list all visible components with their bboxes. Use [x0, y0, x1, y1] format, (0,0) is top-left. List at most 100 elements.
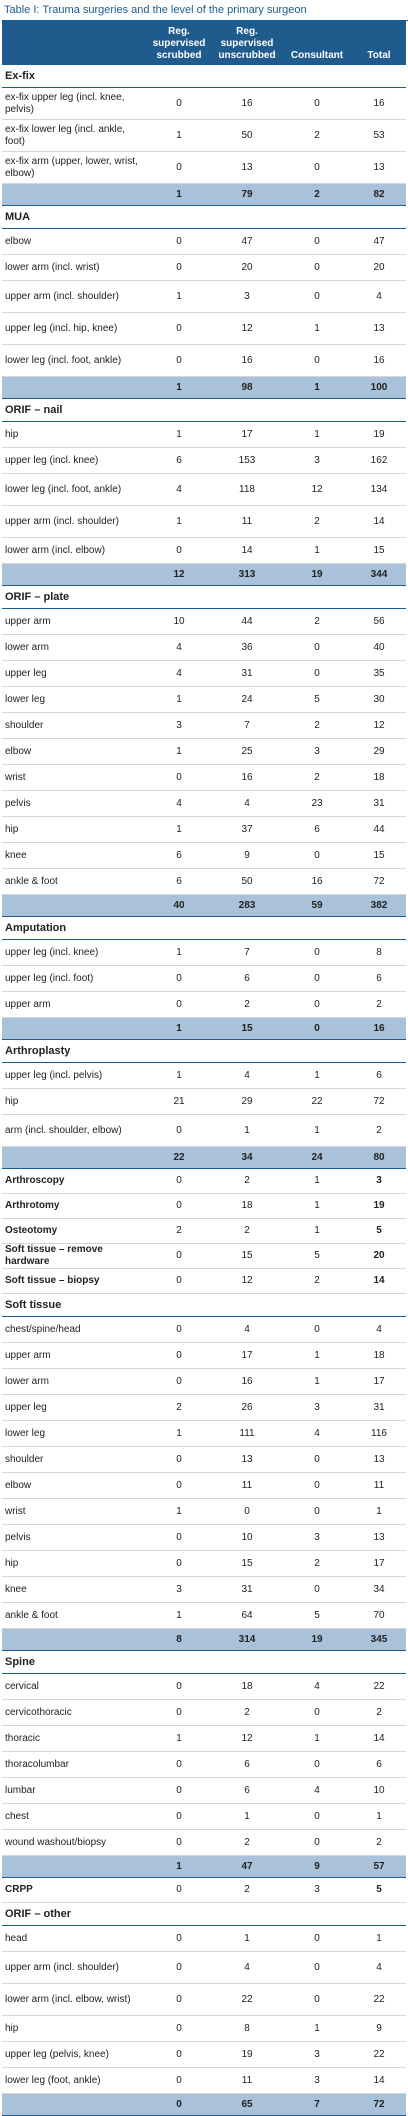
cell-value: 0: [282, 939, 352, 966]
cell-value: 4: [282, 1777, 352, 1804]
table-row: chest 0 1 0 1: [2, 1803, 406, 1830]
cell-value: 50: [212, 868, 282, 895]
row-label: lower leg: [2, 686, 146, 713]
row-label: pelvis: [2, 1524, 146, 1551]
cell-value: 3: [352, 1168, 406, 1194]
cell-value: 0: [212, 1498, 282, 1525]
row-label: wrist: [2, 1498, 146, 1525]
subtotal-value: 314: [212, 1628, 282, 1651]
row-label: upper arm: [2, 1342, 146, 1369]
cell-value: 56: [352, 608, 406, 635]
cell-value: 0: [146, 1446, 212, 1473]
row-label: lower leg (foot, ankle): [2, 2067, 146, 2094]
row-label: upper leg (incl. foot): [2, 965, 146, 992]
section-header: Arthroplasty: [2, 1039, 406, 1063]
row-label: lower arm (incl. elbow): [2, 537, 146, 564]
section-title: Amputation: [2, 916, 406, 940]
cell-value: 3: [282, 2067, 352, 2094]
cell-value: 3: [282, 1394, 352, 1421]
table-body: Ex-fix ex-fix upper leg (incl. knee, pelv…: [2, 65, 406, 2116]
cell-value: 0: [282, 1316, 352, 1343]
cell-value: 0: [282, 1925, 352, 1952]
row-label: upper leg (pelvis, knee): [2, 2041, 146, 2068]
table-row: upper arm 10 44 2 56: [2, 608, 406, 635]
cell-value: 0: [146, 1951, 212, 1984]
cell-value: 0: [282, 991, 352, 1018]
cell-value: 19: [212, 2041, 282, 2068]
cell-value: 0: [146, 1342, 212, 1369]
table-row: upper arm 0 17 1 18: [2, 1342, 406, 1369]
subtotal-value: 1: [146, 1017, 212, 1040]
table-row: elbow 0 11 0 11: [2, 1472, 406, 1499]
cell-value: 37: [212, 816, 282, 843]
subtotal-label: [2, 1017, 146, 1040]
cell-value: 7: [212, 712, 282, 739]
procedure-label: Soft tissue – remove hardware: [2, 1243, 146, 1269]
cell-value: 44: [212, 608, 282, 635]
cell-value: 2: [352, 1114, 406, 1147]
cell-value: 0: [146, 1550, 212, 1577]
cell-value: 16: [282, 868, 352, 895]
row-label: upper leg (incl. hip, knee): [2, 312, 146, 345]
cell-value: 2: [352, 1829, 406, 1856]
table-row: arm (incl. shoulder, elbow) 0 1 1 2: [2, 1114, 406, 1147]
cell-value: 0: [146, 312, 212, 345]
cell-value: 2: [282, 764, 352, 791]
cell-value: 0: [146, 228, 212, 255]
cell-value: 1: [282, 1218, 352, 1244]
cell-value: 11: [352, 1472, 406, 1499]
table-row: upper leg (incl. knee) 6 153 3 162: [2, 447, 406, 474]
table-row: hip 0 8 1 9: [2, 2015, 406, 2042]
subtotal-row: 40 283 59 382: [2, 894, 406, 917]
section-title: ORIF – other: [2, 1902, 406, 1926]
subtotal-label: [2, 376, 146, 399]
row-label: hip: [2, 1550, 146, 1577]
cell-value: 17: [352, 1368, 406, 1395]
cell-value: 0: [146, 1316, 212, 1343]
section-header: Amputation: [2, 916, 406, 940]
section-header: ORIF – nail: [2, 398, 406, 422]
cell-value: 0: [282, 1803, 352, 1830]
cell-value: 5: [282, 686, 352, 713]
row-label: shoulder: [2, 712, 146, 739]
cell-value: 4: [146, 634, 212, 661]
cell-value: 47: [352, 228, 406, 255]
section-header: ORIF – other: [2, 1902, 406, 1926]
cell-value: 0: [146, 1673, 212, 1700]
subtotal-value: 0: [282, 1017, 352, 1040]
cell-value: 1: [282, 1193, 352, 1219]
subtotal-value: 40: [146, 894, 212, 917]
subtotal-value: 1: [146, 183, 212, 206]
single-procedure-row: Arthroscopy 0 2 1 3: [2, 1168, 406, 1194]
procedure-label: Arthrotomy: [2, 1193, 146, 1219]
cell-value: 30: [352, 686, 406, 713]
cell-value: 11: [212, 505, 282, 538]
cell-value: 1: [146, 686, 212, 713]
table-row: upper leg (pelvis, knee) 0 19 3 22: [2, 2041, 406, 2068]
cell-value: 3: [282, 2041, 352, 2068]
table-row: shoulder 0 13 0 13: [2, 1446, 406, 1473]
cell-value: 13: [212, 151, 282, 184]
row-label: chest: [2, 1803, 146, 1830]
cell-value: 19: [352, 1193, 406, 1219]
table-row: upper arm (incl. shoulder) 1 11 2 14: [2, 505, 406, 538]
cell-value: 0: [282, 87, 352, 120]
cell-value: 16: [352, 344, 406, 377]
cell-value: 17: [212, 421, 282, 448]
table-row: lower arm (incl. elbow, wrist) 0 22 0 22: [2, 1983, 406, 2016]
section-header: Soft tissue: [2, 1293, 406, 1317]
cell-value: 5: [282, 1243, 352, 1269]
cell-value: 3: [282, 1877, 352, 1903]
row-label: upper leg: [2, 1394, 146, 1421]
cell-value: 4: [212, 1951, 282, 1984]
row-label: shoulder: [2, 1446, 146, 1473]
cell-value: 1: [282, 1168, 352, 1194]
subtotal-value: 82: [352, 183, 406, 206]
cell-value: 1: [282, 2015, 352, 2042]
row-label: hip: [2, 2015, 146, 2042]
cell-value: 1: [146, 280, 212, 313]
cell-value: 0: [146, 1925, 212, 1952]
subtotal-row: 12 313 19 344: [2, 563, 406, 586]
subtotal-value: 15: [212, 1017, 282, 1040]
